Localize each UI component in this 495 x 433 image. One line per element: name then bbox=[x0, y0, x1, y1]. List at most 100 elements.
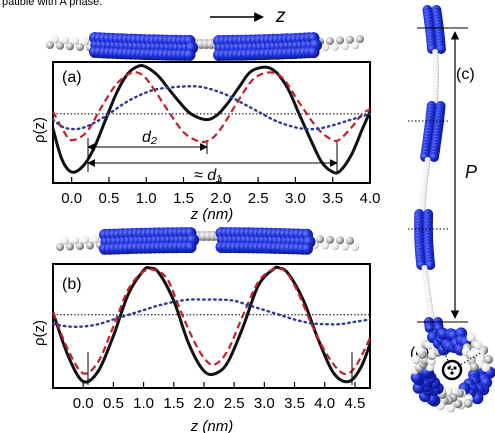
alkyl-atom bbox=[341, 42, 349, 51]
alkyl-atom bbox=[336, 36, 344, 45]
caption-fragment: patible with A phase. bbox=[2, 0, 102, 8]
alkyl-atom bbox=[331, 242, 339, 250]
alkyl-atom bbox=[56, 243, 64, 251]
chart-a-d2-label: d₂ bbox=[142, 129, 157, 146]
chart-a-series-solid bbox=[51, 63, 372, 175]
alkyl-atom bbox=[351, 41, 359, 50]
angle-ray-2 bbox=[451, 351, 483, 371]
helix-atom bbox=[436, 44, 446, 54]
helix-molecule-image bbox=[414, 5, 446, 333]
chart-a-xtick-label-0: 0.0 bbox=[61, 190, 82, 207]
alkyl-atom bbox=[336, 236, 344, 245]
alkyl-atom bbox=[321, 43, 329, 52]
panel-d: (d) α bbox=[410, 327, 495, 413]
chart-a-xtick-label-1: 0.5 bbox=[99, 190, 120, 207]
chart-b-frame bbox=[52, 263, 371, 389]
chart-b-series-dashed bbox=[51, 267, 371, 376]
top-view-atom bbox=[484, 355, 493, 364]
z-axis-label-top: z bbox=[275, 6, 286, 27]
helix-atom bbox=[424, 323, 435, 333]
chart-a-panel-label: (a) bbox=[62, 69, 82, 86]
pitch-label: P bbox=[465, 162, 477, 182]
top-view-atom bbox=[411, 355, 420, 364]
chart-b-xlabel: z (nm) bbox=[190, 418, 234, 433]
panel-c-label: (c) bbox=[456, 66, 475, 83]
top-view-atom bbox=[469, 362, 479, 372]
chart-a-xtick-label-8: 4.0 bbox=[360, 190, 381, 207]
aromatic-atom bbox=[307, 46, 320, 59]
chart-a-xtick-label-6: 3.0 bbox=[285, 190, 306, 207]
axis-dot-3 bbox=[450, 371, 454, 375]
alkyl-atom bbox=[326, 235, 334, 244]
top-view-atom bbox=[473, 340, 483, 350]
top-view-atom bbox=[446, 403, 456, 413]
alkyl-atom bbox=[76, 242, 84, 250]
chart-a-xtick-label-4: 2.0 bbox=[210, 190, 231, 207]
alkyl-atom bbox=[46, 41, 54, 49]
top-view-atom bbox=[410, 371, 423, 384]
chart-b-xtick-label-2: 1.0 bbox=[133, 395, 154, 412]
axis-dot-1 bbox=[447, 366, 451, 370]
chart-b-xtick-label-7: 3.5 bbox=[284, 395, 305, 412]
alkyl-atom bbox=[321, 241, 329, 250]
alkyl-atom bbox=[341, 242, 349, 251]
helix-axis-circle bbox=[441, 359, 463, 381]
chart-a-xtick-label-5: 2.5 bbox=[248, 190, 269, 207]
aromatic-atom bbox=[184, 241, 197, 254]
chart-a-xtick-label-3: 1.5 bbox=[173, 190, 194, 207]
alkyl-atom bbox=[56, 41, 64, 50]
alkyl-atom bbox=[66, 42, 74, 51]
chart-b-panel-label: (b) bbox=[62, 276, 82, 293]
molecule-image-middle bbox=[56, 227, 359, 255]
alkyl-atom bbox=[331, 42, 339, 51]
chart-b-xtick-label-8: 4.0 bbox=[314, 395, 335, 412]
top-view-atom bbox=[416, 346, 426, 355]
chart-a-series-dotted bbox=[51, 85, 372, 131]
alkyl-atom bbox=[81, 235, 89, 244]
chart-a-frame bbox=[52, 61, 371, 184]
alkyl-atom bbox=[346, 35, 354, 44]
alkyl-atom bbox=[316, 235, 324, 244]
chart-a-d1-label: ≈ d₁ bbox=[194, 167, 221, 184]
top-view-molecule-image bbox=[410, 327, 495, 413]
alkyl-atom bbox=[61, 236, 69, 245]
aromatic-atom bbox=[301, 242, 313, 255]
top-view-atom bbox=[466, 332, 476, 342]
alkyl-atom bbox=[356, 35, 364, 43]
chart-a-xtick-label-2: 1.0 bbox=[136, 190, 157, 207]
alkyl-atom bbox=[351, 243, 359, 251]
alkyl-atom bbox=[81, 37, 89, 46]
chart-a-xlabel: z (nm) bbox=[190, 206, 234, 223]
alkyl-atom bbox=[66, 242, 74, 251]
chart-a-ylabel: ρ(z) bbox=[31, 117, 48, 143]
chart-panel-a: (a) ρ(z) z (nm) 0.0 0.5 1.0 1.5 2.0 2.5 3.0 3.5… bbox=[31, 61, 381, 223]
alkyl-atom bbox=[51, 35, 59, 44]
top-view-atom bbox=[463, 398, 473, 408]
chart-b-xtick-label-1: 0.5 bbox=[103, 395, 124, 412]
panel-c: P (c) bbox=[408, 5, 477, 333]
chart-b-xtick-label-6: 3.0 bbox=[254, 395, 275, 412]
chart-b-series-dotted bbox=[51, 298, 372, 328]
chart-panel-b: (b) ρ(z) z (nm) 0.0 0.5 1.0 1.5 2.0 2.5 3.0 3.5… bbox=[31, 263, 372, 433]
alkyl-atom bbox=[326, 37, 334, 46]
chart-a-series-dashed bbox=[52, 71, 371, 144]
alkyl-atom bbox=[71, 236, 79, 245]
chart-b-xtick-label-3: 1.5 bbox=[163, 395, 184, 412]
chart-b-ylabel: ρ(z) bbox=[31, 320, 48, 346]
chart-b-xtick-label-0: 0.0 bbox=[73, 395, 94, 412]
top-view-atom bbox=[453, 399, 463, 409]
chart-b-xtick-label-5: 2.5 bbox=[224, 395, 245, 412]
alkyl-atom bbox=[86, 241, 94, 250]
alkyl-atom bbox=[61, 36, 69, 45]
axis-dot-2 bbox=[453, 366, 457, 370]
chart-b-xtick-label-9: 4.5 bbox=[344, 395, 365, 412]
angle-ray-1 bbox=[439, 341, 453, 371]
aromatic-atom bbox=[183, 48, 196, 61]
alkyl-atom bbox=[76, 43, 84, 52]
helix-atom bbox=[425, 260, 436, 270]
top-view-atom bbox=[481, 363, 491, 373]
chart-a-xtick-label-7: 3.5 bbox=[322, 190, 343, 207]
alkyl-atom bbox=[346, 236, 354, 245]
